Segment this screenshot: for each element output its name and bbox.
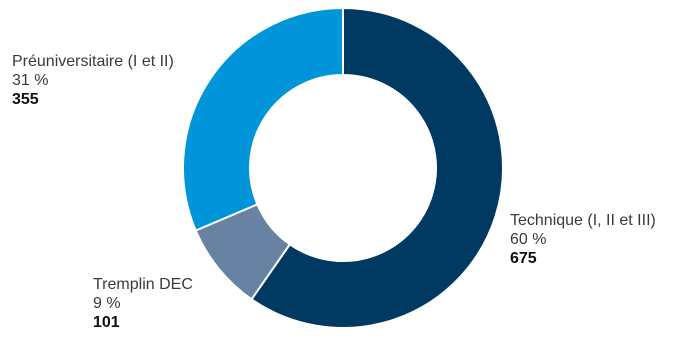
label-value-preuniversitaire: 355 bbox=[12, 91, 39, 108]
label-name-technique: Technique (I, II et III) bbox=[510, 212, 656, 229]
label-percent-preuniversitaire: 31 % bbox=[12, 72, 49, 89]
donut-slice-2 bbox=[182, 6, 344, 232]
label-technique: Technique (I, II et III) 60 % 675 bbox=[510, 211, 656, 268]
label-preuniversitaire: Préuniversitaire (I et II) 31 % 355 bbox=[12, 52, 174, 109]
label-percent-tremplin: 9 % bbox=[93, 295, 121, 312]
label-value-technique: 675 bbox=[510, 250, 537, 267]
label-value-tremplin: 101 bbox=[93, 314, 120, 331]
label-name-tremplin: Tremplin DEC bbox=[93, 276, 193, 293]
label-percent-technique: 60 % bbox=[510, 231, 547, 248]
donut-slice-0 bbox=[250, 6, 504, 329]
label-name-preuniversitaire: Préuniversitaire (I et II) bbox=[12, 53, 174, 70]
label-tremplin: Tremplin DEC 9 % 101 bbox=[93, 275, 193, 332]
